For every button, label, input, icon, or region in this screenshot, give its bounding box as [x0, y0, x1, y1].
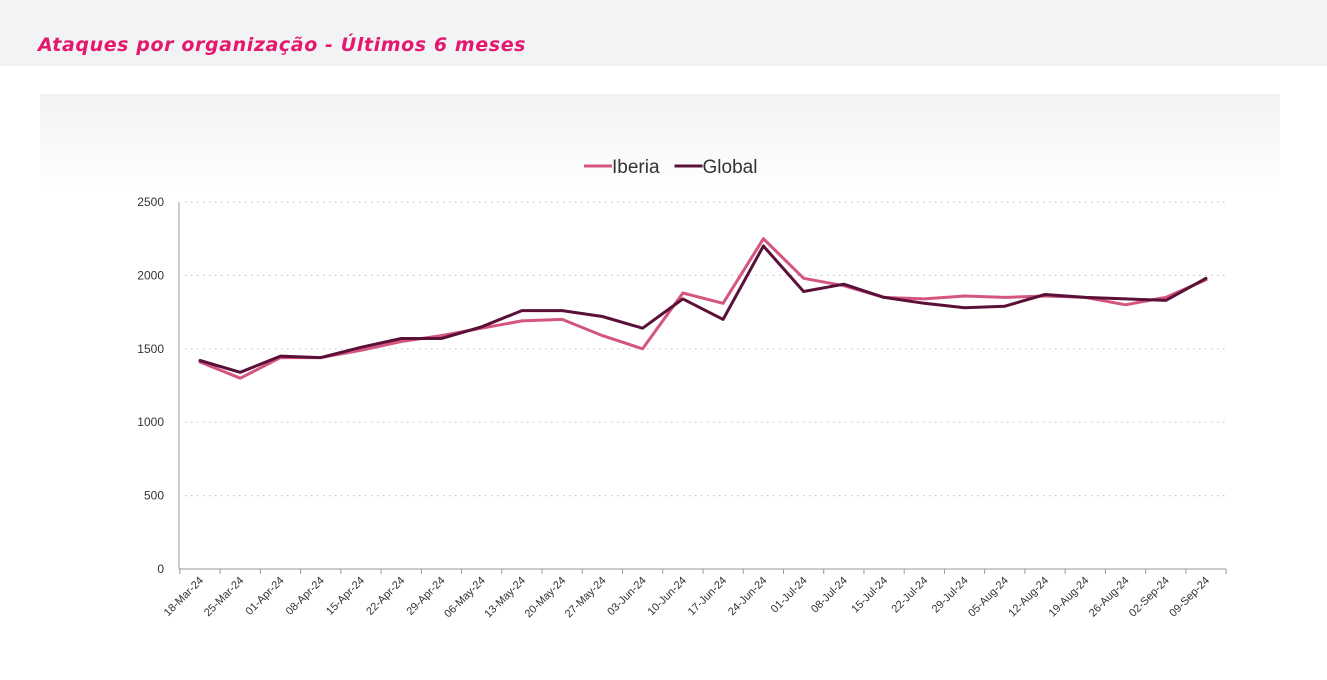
y-axis: 0 500 1000 1500 2000 2500 — [137, 195, 180, 576]
legend-label-iberia: Iberia — [612, 157, 660, 178]
x-tick-label: 03-Jun-24 — [605, 575, 649, 619]
chart-background — [40, 94, 1280, 194]
header-band — [0, 0, 1327, 66]
x-tick-label: 13-May-24 — [482, 575, 528, 621]
y-tick-label: 1000 — [137, 415, 164, 429]
x-tick-label: 19-Aug-24 — [1047, 575, 1092, 620]
x-tick-label: 15-Apr-24 — [324, 575, 367, 618]
legend-label-global: Global — [703, 157, 758, 178]
x-tick-label: 27-May-24 — [563, 575, 609, 621]
y-tick-label: 2500 — [137, 195, 164, 209]
x-tick-label: 01-Apr-24 — [244, 575, 287, 618]
x-tick-label: 10-Jun-24 — [645, 575, 689, 619]
y-tick-label: 0 — [157, 562, 164, 576]
x-tick-label: 05-Aug-24 — [966, 575, 1011, 620]
x-tick-label: 29-Apr-24 — [404, 575, 447, 618]
y-tick-label: 2000 — [137, 268, 164, 282]
x-tick-label: 08-Jul-24 — [809, 575, 850, 616]
x-tick-label: 01-Jul-24 — [769, 575, 810, 616]
gridlines — [185, 201, 1226, 497]
x-tick-label: 15-Jul-24 — [849, 575, 890, 616]
legend: Iberia Global — [584, 157, 757, 178]
x-tick-label: 20-May-24 — [523, 575, 569, 621]
y-tick-label: 1500 — [137, 342, 164, 356]
x-tick-label: 29-Jul-24 — [930, 575, 971, 616]
x-tick-label: 24-Jun-24 — [726, 575, 770, 619]
x-axis: 18-Mar-2425-Mar-2401-Apr-2408-Apr-2415-A… — [162, 568, 1227, 621]
x-tick-label: 06-May-24 — [442, 575, 488, 621]
x-tick-label: 22-Apr-24 — [364, 575, 407, 618]
x-tick-label: 18-Mar-24 — [162, 575, 206, 619]
x-tick-label: 09-Sep-24 — [1167, 575, 1212, 620]
x-tick-label: 08-Apr-24 — [284, 575, 327, 618]
y-tick-label: 500 — [144, 489, 164, 503]
x-tick-label: 17-Jun-24 — [686, 575, 730, 619]
x-tick-label: 02-Sep-24 — [1127, 575, 1172, 620]
x-tick-label: 12-Aug-24 — [1006, 575, 1051, 620]
x-tick-label: 25-Mar-24 — [202, 575, 246, 619]
x-tick-label: 22-Jul-24 — [890, 575, 931, 616]
page-title: Ataques por organização - Últimos 6 mese… — [38, 34, 527, 56]
series-line-global — [198, 244, 1208, 374]
x-tick-label: 26-Aug-24 — [1087, 575, 1132, 620]
series-lines — [198, 237, 1208, 380]
